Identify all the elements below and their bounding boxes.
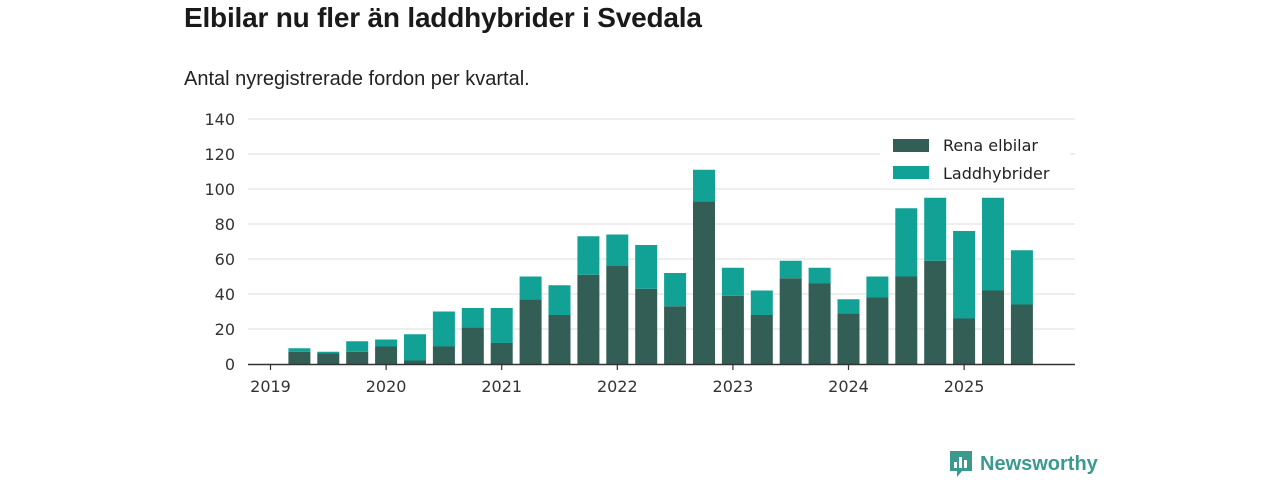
bar-rena-elbilar <box>837 313 860 364</box>
y-tick-label: 140 <box>204 110 235 129</box>
bar-laddhybrider <box>288 348 311 352</box>
bar-laddhybrider <box>721 267 744 296</box>
bar-laddhybrider <box>982 197 1004 291</box>
bar-laddhybrider <box>577 236 600 275</box>
x-tick-label: 2025 <box>944 377 985 396</box>
newsworthy-logo-icon <box>950 451 972 477</box>
bar-rena-elbilar <box>808 283 831 364</box>
bar-rena-elbilar <box>866 297 889 364</box>
bar-laddhybrider <box>461 308 484 328</box>
bar-rena-elbilar <box>461 327 484 364</box>
y-tick-label: 60 <box>215 250 235 269</box>
bar-laddhybrider <box>750 290 773 315</box>
bar-laddhybrider <box>837 299 860 314</box>
bar-laddhybrider <box>548 285 571 315</box>
chart-title: Elbilar nu fler än laddhybrider i Svedal… <box>184 2 702 33</box>
bar-rena-elbilar <box>721 295 744 364</box>
bar-rena-elbilar <box>953 318 976 364</box>
y-axis-ticks: 0 20 40 60 80 100 120 140 <box>204 110 235 374</box>
newsworthy-logo-text: Newsworthy <box>980 452 1098 475</box>
bar-laddhybrider <box>519 276 542 300</box>
bar-rena-elbilar <box>635 288 658 364</box>
x-tick-label: 2023 <box>713 377 754 396</box>
bar-laddhybrider <box>317 351 340 354</box>
bar-laddhybrider <box>490 308 513 343</box>
y-tick-label: 40 <box>215 285 235 304</box>
bar-rena-elbilar <box>490 343 513 364</box>
bar-rena-elbilar <box>404 360 426 364</box>
legend-label-laddhybrider: Laddhybrider <box>943 164 1050 183</box>
x-tick-label: 2024 <box>828 377 869 396</box>
chart-subtitle: Antal nyregistrerade fordon per kvartal. <box>184 68 530 90</box>
bar-laddhybrider <box>635 245 658 289</box>
bar-rena-elbilar <box>982 290 1004 364</box>
bar-laddhybrider <box>866 276 889 298</box>
bar-laddhybrider <box>346 341 369 352</box>
bar-laddhybrider <box>808 267 831 284</box>
bar-rena-elbilar <box>288 351 311 364</box>
bar-rena-elbilar <box>750 315 773 364</box>
bar-rena-elbilar <box>895 276 918 364</box>
bar-rena-elbilar <box>924 260 947 364</box>
bar-rena-elbilar <box>606 266 629 364</box>
bar-laddhybrider <box>404 334 426 361</box>
bar-rena-elbilar <box>1010 304 1033 364</box>
bar-laddhybrider <box>606 234 629 266</box>
y-tick-label: 20 <box>215 320 235 339</box>
bar-rena-elbilar <box>317 353 340 364</box>
y-tick-label: 100 <box>204 180 235 199</box>
newsworthy-logo: Newsworthy <box>948 450 1098 478</box>
bar-laddhybrider <box>1010 250 1033 305</box>
bar-rena-elbilar <box>375 346 398 364</box>
y-tick-label: 120 <box>204 145 235 164</box>
x-axis-ticks: 2019 2020 2021 2022 2023 2024 2025 <box>250 364 984 396</box>
legend-swatch-rena-elbilar <box>893 139 929 152</box>
x-tick-label: 2021 <box>481 377 522 396</box>
bar-laddhybrider <box>779 260 802 279</box>
bar-rena-elbilar <box>346 351 369 364</box>
bar-laddhybrider <box>664 273 687 307</box>
x-tick-label: 2019 <box>250 377 291 396</box>
y-tick-label: 0 <box>225 355 235 374</box>
bar-rena-elbilar <box>548 315 571 364</box>
bar-rena-elbilar <box>664 306 687 364</box>
x-tick-label: 2022 <box>597 377 638 396</box>
legend: Rena elbilar Laddhybrider <box>880 130 1070 188</box>
bar-rena-elbilar <box>693 201 715 364</box>
bar-laddhybrider <box>953 231 976 319</box>
legend-swatch-laddhybrider <box>893 166 929 179</box>
x-tick-label: 2020 <box>366 377 407 396</box>
y-tick-label: 80 <box>215 215 235 234</box>
bar-laddhybrider <box>924 197 947 261</box>
bar-rena-elbilar <box>779 278 802 364</box>
bar-rena-elbilar <box>432 346 455 364</box>
bar-rena-elbilar <box>577 274 600 364</box>
bars <box>288 169 1033 364</box>
bar-laddhybrider <box>693 169 715 202</box>
bar-laddhybrider <box>432 311 455 347</box>
bar-laddhybrider <box>375 339 398 347</box>
legend-label-rena-elbilar: Rena elbilar <box>943 136 1038 155</box>
bar-rena-elbilar <box>519 299 542 364</box>
bar-laddhybrider <box>895 208 918 277</box>
